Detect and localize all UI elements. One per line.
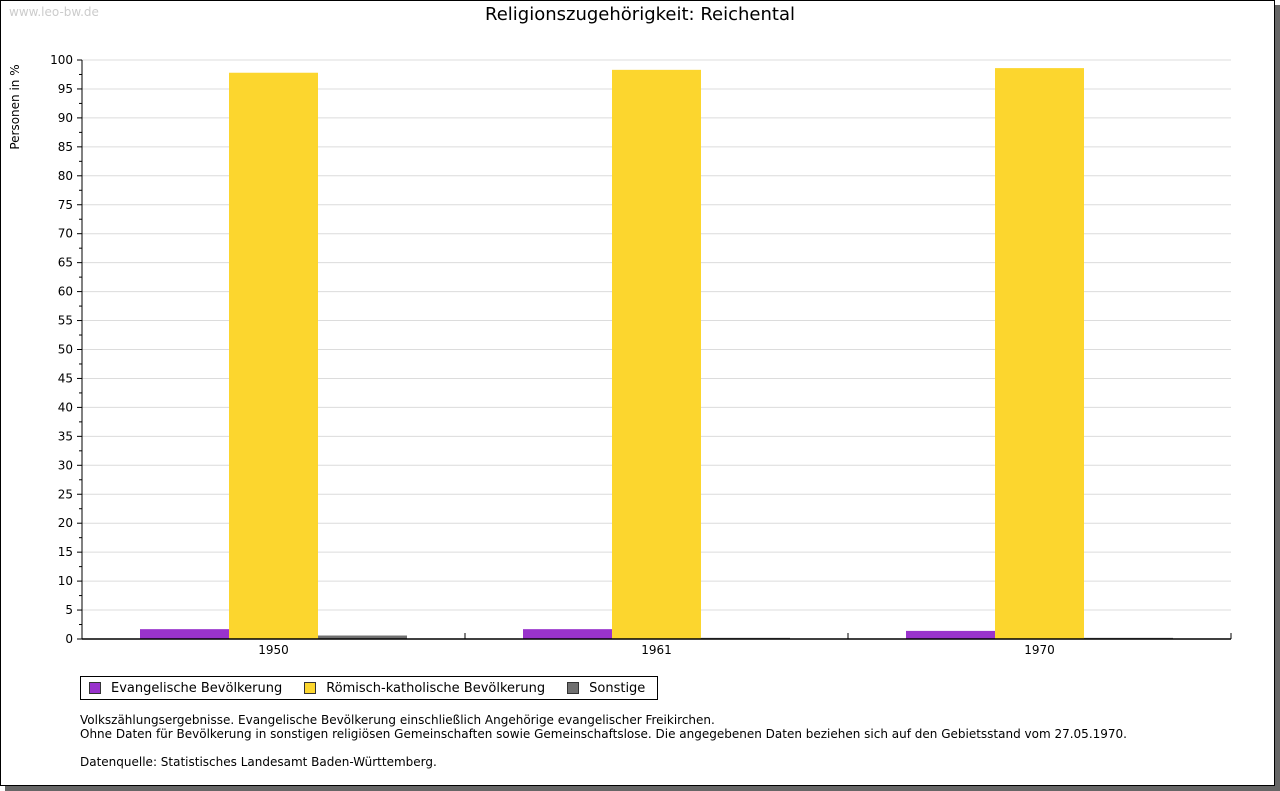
y-tick-label: 20	[58, 516, 73, 530]
y-tick-label: 45	[58, 371, 73, 385]
y-tick-label: 60	[58, 285, 73, 299]
legend-swatch	[304, 682, 317, 694]
chart-title: Religionszugehörigkeit: Reichental	[485, 4, 795, 25]
chart-notes: Volkszählungsergebnisse. Evangelische Be…	[80, 713, 1127, 769]
y-tick-label: 75	[58, 198, 73, 212]
bar-r-misch-katholische-bev-lkerung-1950	[229, 72, 318, 640]
bar-evangelische-bev-lkerung-1970	[906, 630, 995, 639]
y-tick-label: 100	[50, 53, 73, 67]
watermark: www.leo-bw.de	[9, 5, 99, 19]
y-tick-label: 70	[58, 227, 73, 241]
note-source: Datenquelle: Statistisches Landesamt Bad…	[80, 755, 437, 769]
bar-r-misch-katholische-bev-lkerung-1970	[995, 68, 1084, 639]
legend: Evangelische Bevölkerung Römisch-katholis…	[80, 676, 659, 700]
legend-label: Sonstige	[589, 680, 646, 696]
y-tick-label: 85	[58, 140, 73, 154]
legend-swatch	[567, 682, 580, 694]
legend-item: Evangelische Bevölkerung	[89, 681, 282, 696]
y-tick-label: 0	[65, 632, 73, 646]
bar-sonstige-1950	[318, 635, 407, 639]
legend-label: Römisch-katholische Bevölkerung	[326, 680, 546, 696]
legend-item: Römisch-katholische Bevölkerung	[304, 681, 545, 696]
legend-swatch	[89, 682, 101, 694]
y-tick-label: 35	[58, 429, 73, 443]
bar-evangelische-bev-lkerung-1950	[140, 629, 229, 639]
y-tick-label: 80	[58, 169, 73, 183]
legend-item: Sonstige	[567, 681, 645, 696]
bar-chart: 0 5 10 15 20 25 30 35 40 45 50 55 60 65 70 75 80 85 90 95 10…	[50, 53, 1232, 657]
y-tick-label: 50	[58, 343, 73, 357]
note-line: Ohne Daten für Bevölkerung in sonstigen …	[80, 727, 1127, 741]
y-tick-label: 30	[58, 458, 73, 472]
x-tick-label: 1961	[641, 643, 672, 657]
y-tick-label: 15	[58, 545, 73, 559]
bar-evangelische-bev-lkerung-1961	[523, 629, 612, 639]
y-tick-label: 10	[58, 574, 73, 588]
y-tick-label: 65	[58, 256, 73, 270]
note-line	[80, 741, 1127, 755]
y-tick-label: 40	[58, 400, 73, 414]
bar-r-misch-katholische-bev-lkerung-1961	[612, 69, 701, 639]
y-tick-label: 25	[58, 487, 73, 501]
y-tick-label: 5	[65, 603, 73, 617]
note-line: Volkszählungsergebnisse. Evangelische Be…	[80, 713, 715, 727]
x-tick-label: 1950	[258, 643, 289, 657]
y-tick-label: 90	[58, 111, 73, 125]
legend-label: Evangelische Bevölkerung	[111, 680, 283, 696]
y-tick-label: 95	[58, 82, 73, 96]
y-tick-label: 55	[58, 314, 73, 328]
x-tick-label: 1970	[1024, 643, 1055, 657]
